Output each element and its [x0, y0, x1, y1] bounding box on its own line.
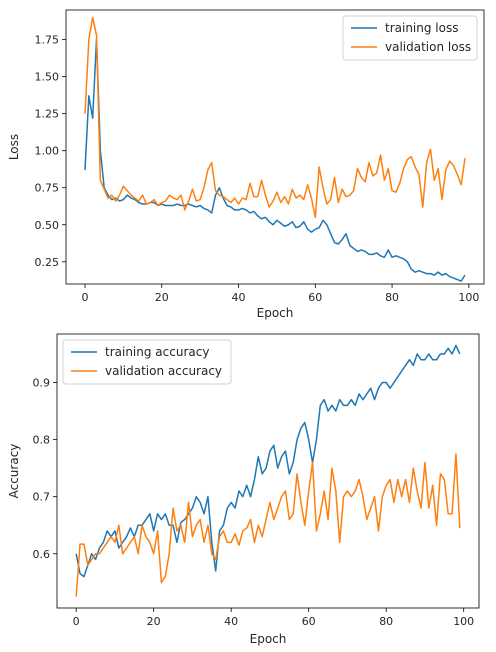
y-tick-label: 0.25: [35, 256, 60, 269]
x-tick-label: 20: [147, 615, 161, 628]
loss-plot-frame: [65, 9, 485, 285]
loss-chart: 0 20 40 60 80 100 0.25 0.50 0.75 1.00 1.25 1.50 1.7…: [0, 0, 496, 325]
accuracy-legend-box: [62, 339, 232, 385]
y-tick-label: 0.50: [35, 219, 60, 232]
x-tick-label: 60: [302, 615, 316, 628]
y-tick-label: 1.00: [35, 145, 60, 158]
y-tick-label: 0.6: [33, 548, 51, 561]
x-tick-label: 100: [458, 291, 479, 304]
loss-y-axis-label: Loss: [7, 134, 21, 160]
series-line-validation-loss: [84, 16, 466, 219]
x-tick-label: 60: [308, 291, 322, 304]
x-tick-label: 40: [224, 615, 238, 628]
y-tick-label: 0.7: [33, 491, 51, 504]
accuracy-x-axis-label: Epoch: [250, 632, 287, 646]
accuracy-plot-frame: [56, 333, 480, 609]
x-tick-label: 100: [453, 615, 474, 628]
x-tick-label: 0: [73, 615, 80, 628]
accuracy-series-layer: [75, 344, 461, 597]
y-tick-label: 1.75: [35, 34, 60, 47]
accuracy-y-axis-label: Accuracy: [7, 444, 21, 499]
accuracy-y-ticks: 0.6 0.7 0.8 0.9: [33, 377, 57, 561]
legend-label-validation-loss: validation loss: [385, 40, 471, 54]
loss-series-layer: [84, 16, 466, 282]
accuracy-x-ticks: 0 20 40 60 80 100: [73, 608, 474, 628]
accuracy-legend: training accuracy validation accuracy: [62, 339, 232, 385]
x-tick-label: 40: [232, 291, 246, 304]
legend-label-training-loss: training loss: [385, 21, 458, 35]
legend-label-training-accuracy: training accuracy: [105, 345, 209, 359]
x-tick-label: 80: [379, 615, 393, 628]
loss-legend: training loss validation loss: [342, 15, 478, 61]
loss-x-ticks: 0 20 40 60 80 100: [82, 284, 479, 304]
loss-legend-box: [342, 15, 478, 61]
accuracy-chart: 0 20 40 60 80 100 0.6 0.7 0.8 0.9 Epoch Accuracy…: [0, 325, 496, 652]
y-tick-label: 0.8: [33, 434, 51, 447]
series-line-training-accuracy: [75, 344, 461, 578]
legend-label-validation-accuracy: validation accuracy: [105, 364, 222, 378]
x-tick-label: 20: [155, 291, 169, 304]
series-line-validation-accuracy: [75, 453, 461, 597]
loss-y-ticks: 0.25 0.50 0.75 1.00 1.25 1.50 1.75: [35, 34, 66, 269]
x-tick-label: 80: [385, 291, 399, 304]
loss-x-axis-label: Epoch: [257, 306, 294, 320]
y-tick-label: 0.9: [33, 377, 51, 390]
y-tick-label: 1.50: [35, 71, 60, 84]
x-tick-label: 0: [82, 291, 89, 304]
y-tick-label: 1.25: [35, 108, 60, 121]
y-tick-label: 0.75: [35, 182, 60, 195]
